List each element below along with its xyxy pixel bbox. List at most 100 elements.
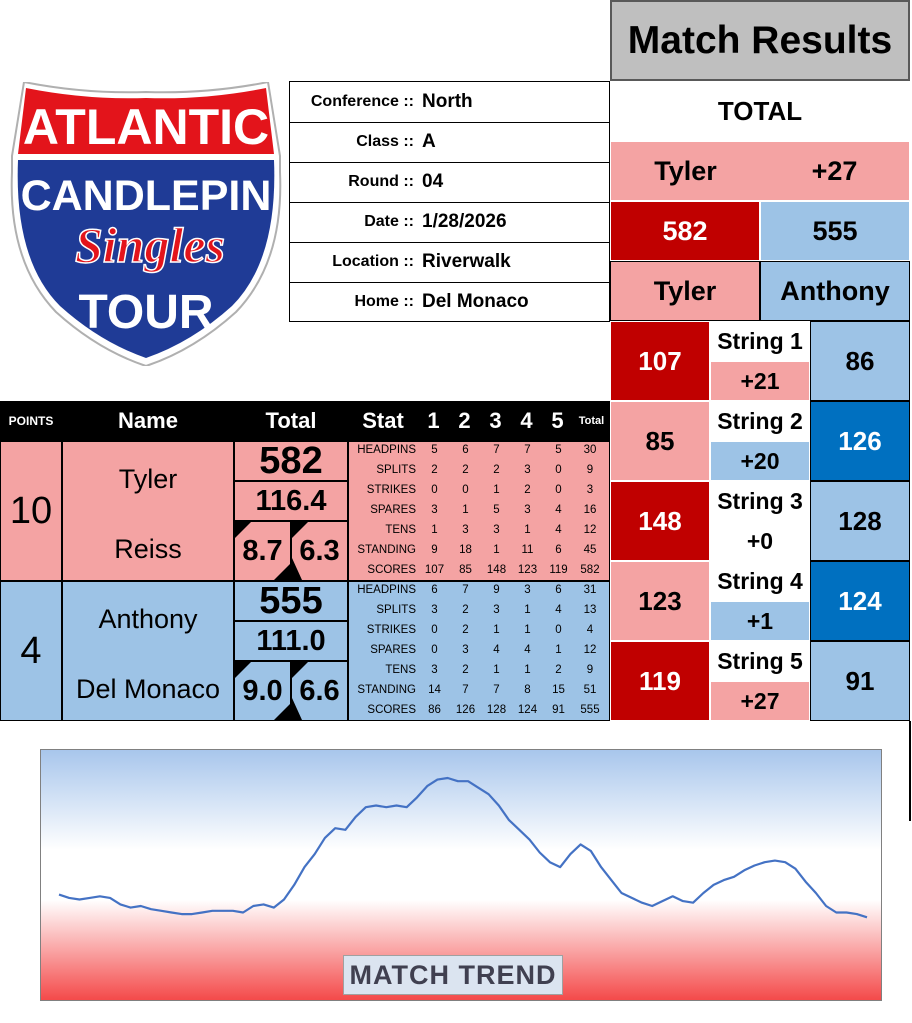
stat-value: 4 — [555, 504, 562, 516]
stat-name: STRIKES — [366, 624, 416, 636]
total-label: TOTAL — [610, 81, 910, 141]
stat-row-standing: STANDING 9 18 1 11 6 45 — [349, 544, 606, 564]
stat-total: 12 — [583, 524, 597, 536]
player-1-total: 582 — [234, 440, 348, 482]
stat-value: 3 — [431, 504, 438, 516]
player-1-points: 10 — [0, 441, 62, 581]
player-2-average: 111.0 — [234, 621, 348, 661]
stat-value: 4 — [493, 644, 500, 656]
player-1-name-cell: Tyler Reiss — [62, 441, 234, 581]
stat-row-headpins: HEADPINS 6 7 9 3 6 31 — [349, 584, 606, 604]
stat-total: 12 — [583, 644, 597, 656]
stat-value: 4 — [555, 524, 562, 536]
stat-name: STANDING — [357, 684, 416, 696]
stat-name: STRIKES — [366, 484, 416, 496]
player-2-mark-2: 6.6 — [291, 661, 348, 721]
header-game-3: 3 — [489, 408, 502, 433]
stat-value: 0 — [555, 464, 562, 476]
header-game-total: Total — [578, 415, 605, 427]
stat-row-scores: SCORES 86 126 128 124 91 555 — [349, 704, 606, 724]
stat-value: 123 — [517, 564, 538, 576]
stat-value: 126 — [455, 704, 476, 716]
match-trend-chart — [58, 776, 868, 919]
stat-row-spares: SPARES 0 3 4 4 1 12 — [349, 644, 606, 664]
string-1-score-b: 86 — [810, 321, 910, 401]
logo-line-singles: Singles — [75, 217, 225, 273]
match-info-table: Conference :: North Class :: A Round :: 04 … — [289, 81, 610, 322]
header-stat: Stat — [362, 408, 404, 433]
stat-value: 1 — [555, 644, 562, 656]
stat-value: 7 — [493, 684, 500, 696]
stat-value: 1 — [524, 604, 531, 616]
header-game-5: 5 — [551, 408, 564, 433]
string-1-score-a: 107 — [610, 321, 710, 401]
stat-value: 0 — [555, 484, 562, 496]
stat-row-strikes: STRIKES 0 0 1 2 0 3 — [349, 484, 606, 504]
string-4-score-a: 123 — [610, 561, 710, 641]
info-label: Home :: — [354, 293, 414, 310]
stat-value: 2 — [462, 664, 469, 676]
stat-value: 1 — [493, 544, 500, 556]
stat-value: 1 — [462, 504, 469, 516]
info-row-class: Class :: A — [290, 122, 609, 163]
stat-total: 45 — [583, 544, 597, 556]
player-1-stats: HEADPINS 5 6 7 7 5 30 SPLITS 2 2 2 3 0 9 STRIKES 0 0 1 2… — [348, 441, 610, 581]
string-5-margin: +27 — [710, 681, 810, 721]
stat-value: 0 — [555, 624, 562, 636]
stat-value: 3 — [462, 644, 469, 656]
info-label: Class :: — [356, 133, 414, 150]
info-row-location: Location :: Riverwalk — [290, 242, 609, 283]
stat-value: 3 — [493, 604, 500, 616]
player-2-stats: HEADPINS 6 7 9 3 6 31 SPLITS 3 2 3 1 4 13 STRIKES 0 2 1… — [348, 581, 610, 721]
stat-value: 0 — [431, 484, 438, 496]
info-value: Del Monaco — [422, 291, 529, 312]
stat-value: 148 — [486, 564, 507, 576]
string-3-label: String 3 — [710, 481, 810, 521]
stat-value: 0 — [462, 484, 469, 496]
total-score-b: 555 — [760, 201, 910, 261]
stat-value: 5 — [431, 444, 438, 456]
stat-name: SPLITS — [376, 464, 416, 476]
leader-margin: +27 — [811, 155, 858, 186]
stat-name: TENS — [385, 524, 416, 536]
info-value: A — [422, 131, 436, 152]
stat-value: 9 — [493, 584, 500, 596]
stat-value: 3 — [524, 464, 531, 476]
stat-value: 11 — [521, 544, 534, 556]
trend-line — [58, 776, 868, 919]
string-4-score-b: 124 — [810, 561, 910, 641]
string-4-margin: +1 — [710, 601, 810, 641]
stat-total: 13 — [583, 604, 597, 616]
string-3-margin: +0 — [710, 521, 810, 561]
stat-value: 8 — [524, 684, 531, 696]
player-2-mark-1-value: 9.0 — [242, 674, 283, 707]
stat-value: 7 — [524, 444, 531, 456]
info-row-home: Home :: Del Monaco — [290, 282, 609, 322]
stat-value: 2 — [462, 604, 469, 616]
info-value: 1/28/2026 — [422, 211, 507, 232]
string-5-score-a: 119 — [610, 641, 710, 721]
stat-row-spares: SPARES 3 1 5 3 4 16 — [349, 504, 606, 524]
string-1-label: String 1 — [710, 321, 810, 361]
stat-value: 0 — [431, 644, 438, 656]
stat-name: HEADPINS — [357, 444, 416, 456]
info-row-conference: Conference :: North — [290, 82, 609, 123]
stat-value: 3 — [462, 524, 469, 536]
string-5-label: String 5 — [710, 641, 810, 681]
stat-value: 2 — [555, 664, 562, 676]
stat-value: 7 — [462, 584, 469, 596]
logo-line-atlantic: ATLANTIC — [23, 99, 269, 155]
stat-value: 4 — [524, 644, 531, 656]
info-label: Conference :: — [310, 93, 414, 110]
header-game-4: 4 — [520, 408, 533, 433]
info-label: Date :: — [364, 213, 414, 230]
stat-value: 1 — [493, 664, 500, 676]
string-2-margin: +20 — [710, 441, 810, 481]
info-value: 04 — [422, 171, 444, 192]
stat-name: HEADPINS — [357, 584, 416, 596]
stat-row-splits: SPLITS 2 2 2 3 0 9 — [349, 464, 606, 484]
stat-value: 0 — [431, 624, 438, 636]
stat-name: STANDING — [357, 544, 416, 556]
stat-value: 6 — [555, 544, 562, 556]
player-1-mark-2: 6.3 — [291, 521, 348, 581]
